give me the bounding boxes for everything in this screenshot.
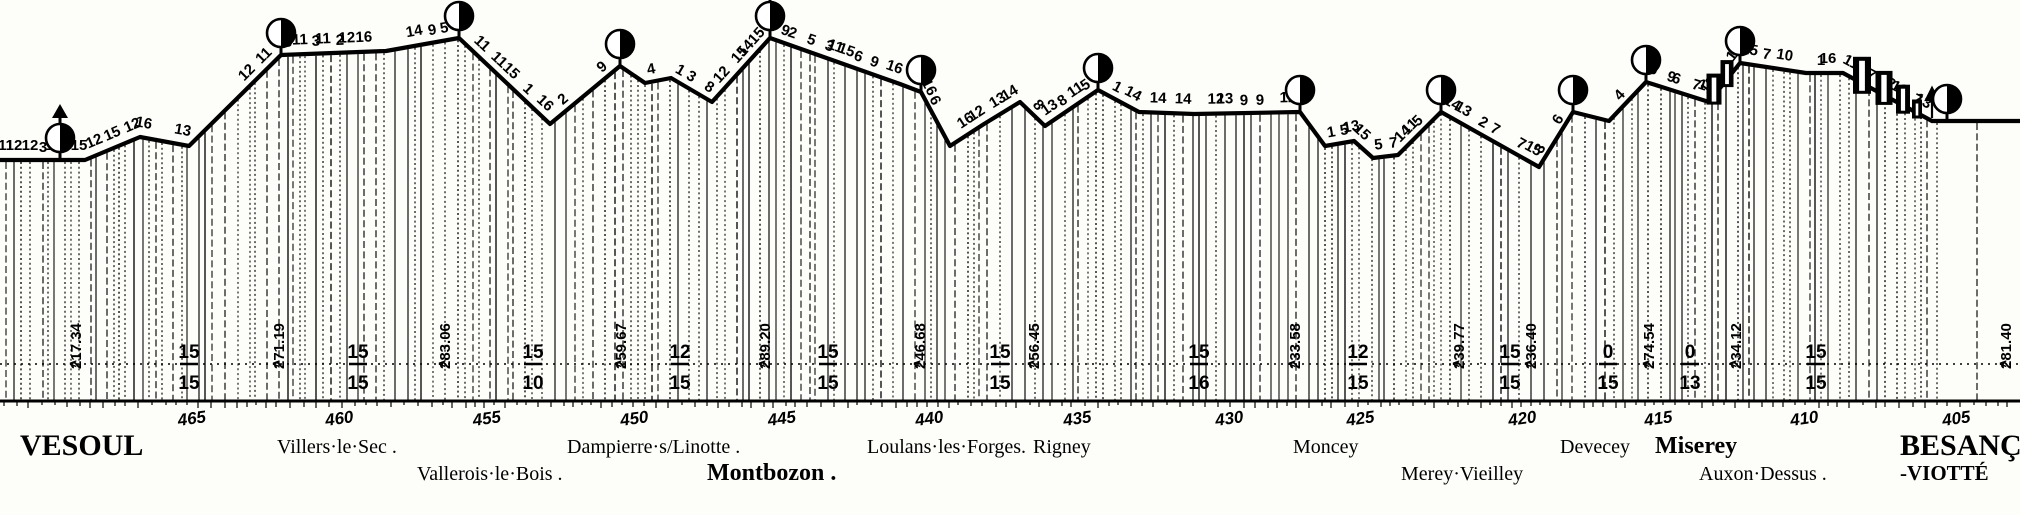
svg-text:15: 15 [989,342,1011,363]
svg-text:9: 9 [1240,92,1249,109]
svg-text:Miserey: Miserey [1655,433,1737,459]
svg-text:11: 11 [315,30,331,48]
svg-text:Auxon·Dessus .: Auxon·Dessus . [1699,463,1827,485]
svg-text:Devecey: Devecey [1560,436,1630,458]
svg-text:<: < [913,356,921,371]
svg-text:16: 16 [355,29,372,47]
svg-text:15: 15 [817,373,839,394]
svg-text:Dampierre·s/Linotte .: Dampierre·s/Linotte . [567,436,740,458]
svg-text:<: < [614,356,622,371]
svg-text:15: 15 [1499,373,1521,394]
svg-text:16: 16 [134,113,153,133]
svg-text:<: < [1642,356,1650,371]
svg-text:BESANÇON: BESANÇON [1900,429,2020,462]
svg-text:<: < [1452,356,1460,371]
svg-text:13: 13 [173,120,192,140]
svg-text:10: 10 [522,373,543,394]
svg-text:12: 12 [22,137,39,154]
svg-text:14: 14 [1175,90,1193,108]
svg-text:<: < [438,356,446,371]
svg-text:13: 13 [1216,90,1233,107]
svg-text:15: 15 [1499,342,1521,363]
svg-text:9: 9 [1256,92,1265,109]
svg-text:15: 15 [817,342,839,363]
svg-text:Villers·le·Sec .: Villers·le·Sec . [277,436,397,458]
svg-text:12: 12 [1347,342,1368,363]
svg-text:<: < [758,356,766,371]
svg-text:Vallerois·le·Bois .: Vallerois·le·Bois . [417,463,563,485]
svg-text:<: < [1999,356,2007,371]
svg-text:<: < [1729,356,1737,371]
svg-text:Loulans·les·Forges.: Loulans·les·Forges. [867,436,1026,458]
svg-text:15: 15 [347,373,369,394]
svg-text:15: 15 [178,342,200,363]
svg-text:Rigney: Rigney [1033,436,1091,458]
svg-text:15: 15 [522,342,544,363]
svg-text:13: 13 [1679,373,1700,394]
svg-text:15: 15 [669,373,691,394]
svg-text:12: 12 [669,342,690,363]
svg-text:12: 12 [6,137,23,154]
svg-text:15: 15 [1805,373,1827,394]
svg-text:16: 16 [1820,50,1837,67]
svg-text:Moncey: Moncey [1293,436,1359,458]
svg-text:15: 15 [1597,373,1619,394]
svg-text:0: 0 [1603,342,1614,363]
svg-text:<: < [272,356,280,371]
svg-text:<: < [69,356,77,371]
svg-text:12: 12 [338,29,355,47]
svg-text:15: 15 [347,342,369,363]
svg-text:-VIOTTÉ: -VIOTTÉ [1900,461,1989,485]
svg-text:16: 16 [1188,373,1209,394]
svg-text:10: 10 [1775,46,1794,65]
svg-text:0: 0 [1685,342,1696,363]
svg-text:Montbozon .: Montbozon . [707,460,836,486]
svg-text:<: < [1524,356,1532,371]
svg-text:14: 14 [1150,89,1168,107]
svg-text:VESOUL: VESOUL [20,429,143,462]
svg-text:15: 15 [1805,342,1827,363]
svg-text:15: 15 [989,373,1011,394]
svg-text:Merey·Vieilley: Merey·Vieilley [1401,463,1523,485]
svg-text:15: 15 [1347,373,1369,394]
svg-text:15: 15 [1188,342,1210,363]
svg-text:<: < [1288,356,1296,371]
svg-text:<: < [1027,356,1035,371]
svg-text:15: 15 [178,373,200,394]
